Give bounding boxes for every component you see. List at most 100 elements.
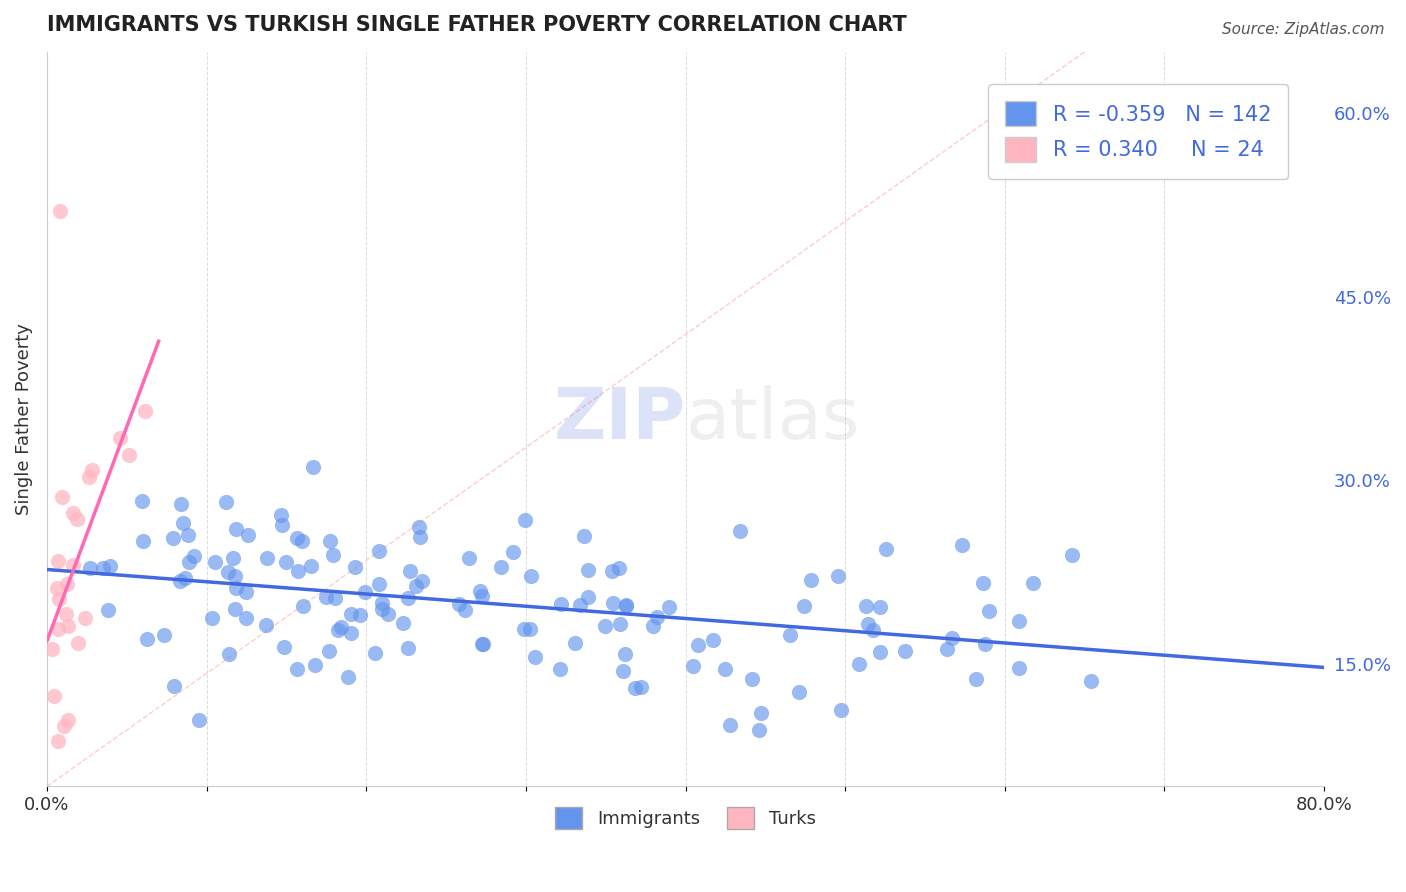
Point <box>623 681 645 696</box>
Point <box>371 596 394 610</box>
Point <box>718 718 741 732</box>
Point <box>371 602 394 616</box>
Legend: Immigrants, Turks: Immigrants, Turks <box>548 800 823 836</box>
Point <box>368 577 391 591</box>
Point <box>56 619 79 633</box>
Point <box>343 560 366 574</box>
Point <box>520 569 543 583</box>
Point <box>458 551 481 566</box>
Point <box>77 470 100 484</box>
Point <box>302 460 325 475</box>
Point <box>340 625 363 640</box>
Point <box>291 599 314 614</box>
Point <box>630 680 652 694</box>
Point <box>569 599 592 613</box>
Point <box>177 528 200 542</box>
Point <box>340 607 363 621</box>
Point <box>641 619 664 633</box>
Point <box>169 497 191 511</box>
Point <box>67 635 90 649</box>
Point <box>318 643 340 657</box>
Point <box>728 524 751 538</box>
Point <box>1060 548 1083 562</box>
Point <box>513 622 536 636</box>
Point <box>748 723 770 737</box>
Point <box>162 532 184 546</box>
Point <box>118 448 141 462</box>
Point <box>471 637 494 651</box>
Point <box>169 574 191 588</box>
Point <box>602 564 624 578</box>
Point <box>609 561 631 575</box>
Point <box>576 590 599 604</box>
Point <box>856 617 879 632</box>
Point <box>614 599 637 614</box>
Point <box>183 549 205 563</box>
Point <box>1008 661 1031 675</box>
Point <box>830 703 852 717</box>
Y-axis label: Single Father Poverty: Single Father Poverty <box>15 323 32 515</box>
Point <box>749 706 772 721</box>
Point <box>368 543 391 558</box>
Point <box>645 610 668 624</box>
Point <box>614 647 637 661</box>
Point <box>454 603 477 617</box>
Point <box>224 569 246 583</box>
Point <box>218 648 240 662</box>
Point <box>238 528 260 542</box>
Point <box>974 637 997 651</box>
Point <box>572 528 595 542</box>
Point <box>1080 674 1102 689</box>
Point <box>163 679 186 693</box>
Point <box>52 719 75 733</box>
Point <box>201 611 224 625</box>
Point <box>548 662 571 676</box>
Point <box>132 534 155 549</box>
Point <box>396 641 419 656</box>
Point <box>950 538 973 552</box>
Point <box>741 673 763 687</box>
Point <box>550 597 572 611</box>
Point <box>682 659 704 673</box>
Point <box>519 622 541 636</box>
Point <box>602 597 624 611</box>
Point <box>848 657 870 671</box>
Point <box>1008 614 1031 628</box>
Point <box>405 579 427 593</box>
Point <box>235 611 257 625</box>
Point <box>217 566 239 580</box>
Point <box>875 542 897 557</box>
Point <box>468 583 491 598</box>
Point <box>91 561 114 575</box>
Point <box>215 495 238 509</box>
Point <box>62 558 84 573</box>
Point <box>287 564 309 578</box>
Point <box>187 714 209 728</box>
Point <box>291 533 314 548</box>
Point <box>411 574 433 588</box>
Point <box>222 550 245 565</box>
Point <box>51 491 73 505</box>
Point <box>174 571 197 585</box>
Point <box>271 518 294 533</box>
Point <box>326 623 349 637</box>
Point <box>869 599 891 614</box>
Point <box>273 640 295 654</box>
Point <box>131 494 153 508</box>
Point <box>48 592 70 607</box>
Point <box>576 563 599 577</box>
Point <box>48 204 70 219</box>
Point <box>287 531 309 545</box>
Point <box>609 617 631 632</box>
Point <box>965 672 987 686</box>
Point <box>41 642 63 657</box>
Point <box>323 591 346 605</box>
Point <box>225 581 247 595</box>
Point <box>42 689 65 703</box>
Point <box>391 615 413 630</box>
Point <box>936 641 959 656</box>
Point <box>97 603 120 617</box>
Point <box>702 633 724 648</box>
Point <box>98 558 121 573</box>
Point <box>299 558 322 573</box>
